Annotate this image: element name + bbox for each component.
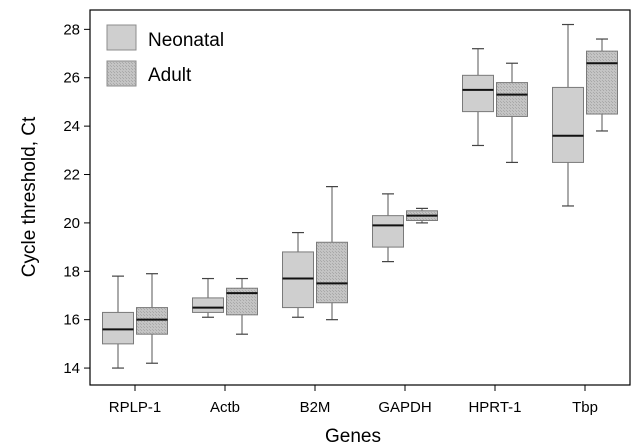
legend-label-neonatal: Neonatal	[148, 30, 224, 51]
box-iqr	[372, 215, 404, 248]
x-tick-label: GAPDH	[378, 399, 431, 416]
box-iqr	[192, 297, 224, 313]
y-tick-label: 24	[63, 118, 80, 135]
y-tick-label: 16	[63, 312, 80, 329]
legend-label-adult: Adult	[148, 65, 192, 86]
x-tick-label: RPLP-1	[109, 399, 162, 416]
box-neonatal	[102, 275, 134, 369]
x-tick-label: HPRT-1	[468, 399, 521, 416]
box-adult	[406, 207, 438, 224]
box-adult	[586, 38, 618, 132]
y-tick-label: 20	[63, 215, 80, 232]
box-iqr	[462, 74, 494, 113]
box-iqr	[496, 82, 528, 117]
box-adult	[316, 186, 348, 321]
x-axis-title: Genes	[325, 426, 381, 447]
y-axis: 14 16 18 20 22 24 26 28	[63, 21, 90, 377]
legend-swatch-adult	[106, 60, 137, 87]
box-neonatal	[462, 48, 494, 147]
box-iqr	[586, 50, 618, 115]
box-iqr	[102, 311, 134, 345]
box-iqr	[136, 307, 168, 335]
y-tick-label: 28	[63, 21, 80, 38]
x-axis: RPLP-1 Actb B2M GAPDH HPRT-1 Tbp	[109, 385, 598, 416]
box-adult	[136, 273, 168, 364]
y-axis-title: Cycle threshold, Ct	[19, 116, 40, 277]
box-adult	[496, 62, 528, 164]
plot-frame	[89, 9, 631, 386]
box-series	[102, 23, 618, 369]
box-neonatal	[282, 231, 314, 318]
legend: Neonatal Adult	[106, 24, 224, 87]
y-tick-label: 26	[63, 70, 80, 87]
box-neonatal	[552, 23, 584, 207]
box-neonatal	[192, 277, 224, 318]
x-tick-label: Actb	[210, 399, 240, 416]
box-adult	[226, 277, 258, 335]
x-tick-label: Tbp	[572, 399, 598, 416]
x-tick-label: B2M	[300, 399, 331, 416]
y-tick-label: 22	[63, 167, 80, 184]
box-iqr	[316, 241, 348, 304]
box-neonatal	[372, 193, 404, 263]
box-iqr	[552, 86, 584, 163]
y-tick-label: 14	[63, 360, 80, 377]
box-iqr	[282, 251, 314, 309]
legend-swatch-neonatal	[106, 24, 137, 51]
y-tick-label: 18	[63, 263, 80, 280]
